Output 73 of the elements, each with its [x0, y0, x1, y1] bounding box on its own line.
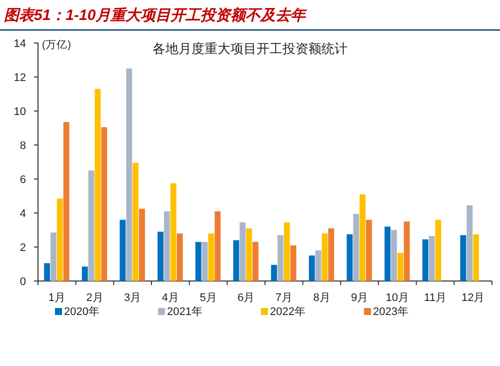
- bar: [460, 235, 466, 281]
- x-tick-label: 1月: [48, 292, 66, 304]
- bar: [120, 220, 126, 281]
- bar: [473, 234, 480, 281]
- bar: [233, 240, 240, 281]
- x-tick-label: 8月: [313, 292, 330, 304]
- bar: [366, 220, 372, 281]
- y-tick-label: 10: [14, 106, 26, 118]
- bar: [164, 211, 170, 281]
- chart-title: 图表51：1-10月重大项目开工投资额不及去年: [4, 6, 308, 24]
- bar: [277, 235, 284, 281]
- x-tick-label: 3月: [124, 292, 142, 304]
- x-tick-label: 9月: [351, 292, 368, 304]
- bar: [170, 183, 176, 281]
- bar: [44, 263, 50, 281]
- y-tick-label: 6: [20, 174, 26, 186]
- bar: [208, 233, 214, 281]
- bar: [50, 232, 56, 281]
- bar: [404, 222, 410, 281]
- bar: [158, 232, 164, 281]
- y-tick-label: 14: [14, 38, 26, 50]
- bar: [397, 252, 404, 281]
- bar: [308, 256, 315, 281]
- bar: [346, 234, 353, 281]
- bar: [132, 162, 139, 281]
- bar: [88, 170, 94, 281]
- x-tick-label: 7月: [275, 292, 292, 304]
- bar: [315, 250, 322, 281]
- bar: [390, 230, 397, 281]
- bar: [139, 208, 145, 281]
- chart-subtitle: 各地月度重大项目开工投资额统计: [152, 41, 348, 56]
- x-tick-label: 6月: [238, 292, 255, 304]
- bar: [101, 127, 108, 281]
- bar: [240, 222, 246, 281]
- bar: [63, 122, 70, 281]
- bar: [290, 245, 296, 281]
- bar: [202, 242, 208, 281]
- legend-label: 2020年: [64, 306, 100, 318]
- legend-label: 2023年: [373, 306, 408, 318]
- bar: [322, 233, 328, 281]
- bar: [176, 233, 183, 281]
- bar: [56, 198, 63, 281]
- x-tick-label: 2月: [86, 292, 104, 304]
- bar: [353, 214, 360, 281]
- bar: [252, 242, 258, 281]
- bar: [214, 211, 221, 281]
- bar: [428, 236, 435, 281]
- bar: [94, 88, 101, 281]
- bar: [422, 239, 428, 281]
- x-tick-label: 12月: [461, 292, 485, 304]
- y-tick-label: 8: [20, 140, 26, 152]
- bar: [360, 194, 366, 281]
- legend-label: 2021年: [167, 306, 202, 318]
- x-tick-label: 4月: [162, 292, 179, 304]
- bar: [466, 205, 473, 281]
- x-tick-label: 5月: [200, 292, 217, 304]
- bar: [82, 266, 88, 281]
- y-tick-label: 4: [20, 208, 26, 220]
- bar: [384, 226, 390, 281]
- bar: [195, 242, 202, 281]
- bar: [435, 220, 442, 281]
- legend-label: 2022年: [270, 306, 306, 318]
- y-tick-label: 2: [20, 242, 26, 254]
- bar: [284, 222, 290, 281]
- bar: [246, 228, 252, 281]
- y-axis-title: (万亿): [42, 39, 71, 51]
- bar: [328, 228, 334, 281]
- y-tick-label: 12: [14, 72, 26, 84]
- x-tick-label: 10月: [386, 292, 410, 304]
- x-tick-label: 11月: [424, 292, 446, 304]
- bar: [126, 68, 132, 281]
- y-tick-label: 0: [20, 276, 26, 288]
- bar: [271, 264, 277, 281]
